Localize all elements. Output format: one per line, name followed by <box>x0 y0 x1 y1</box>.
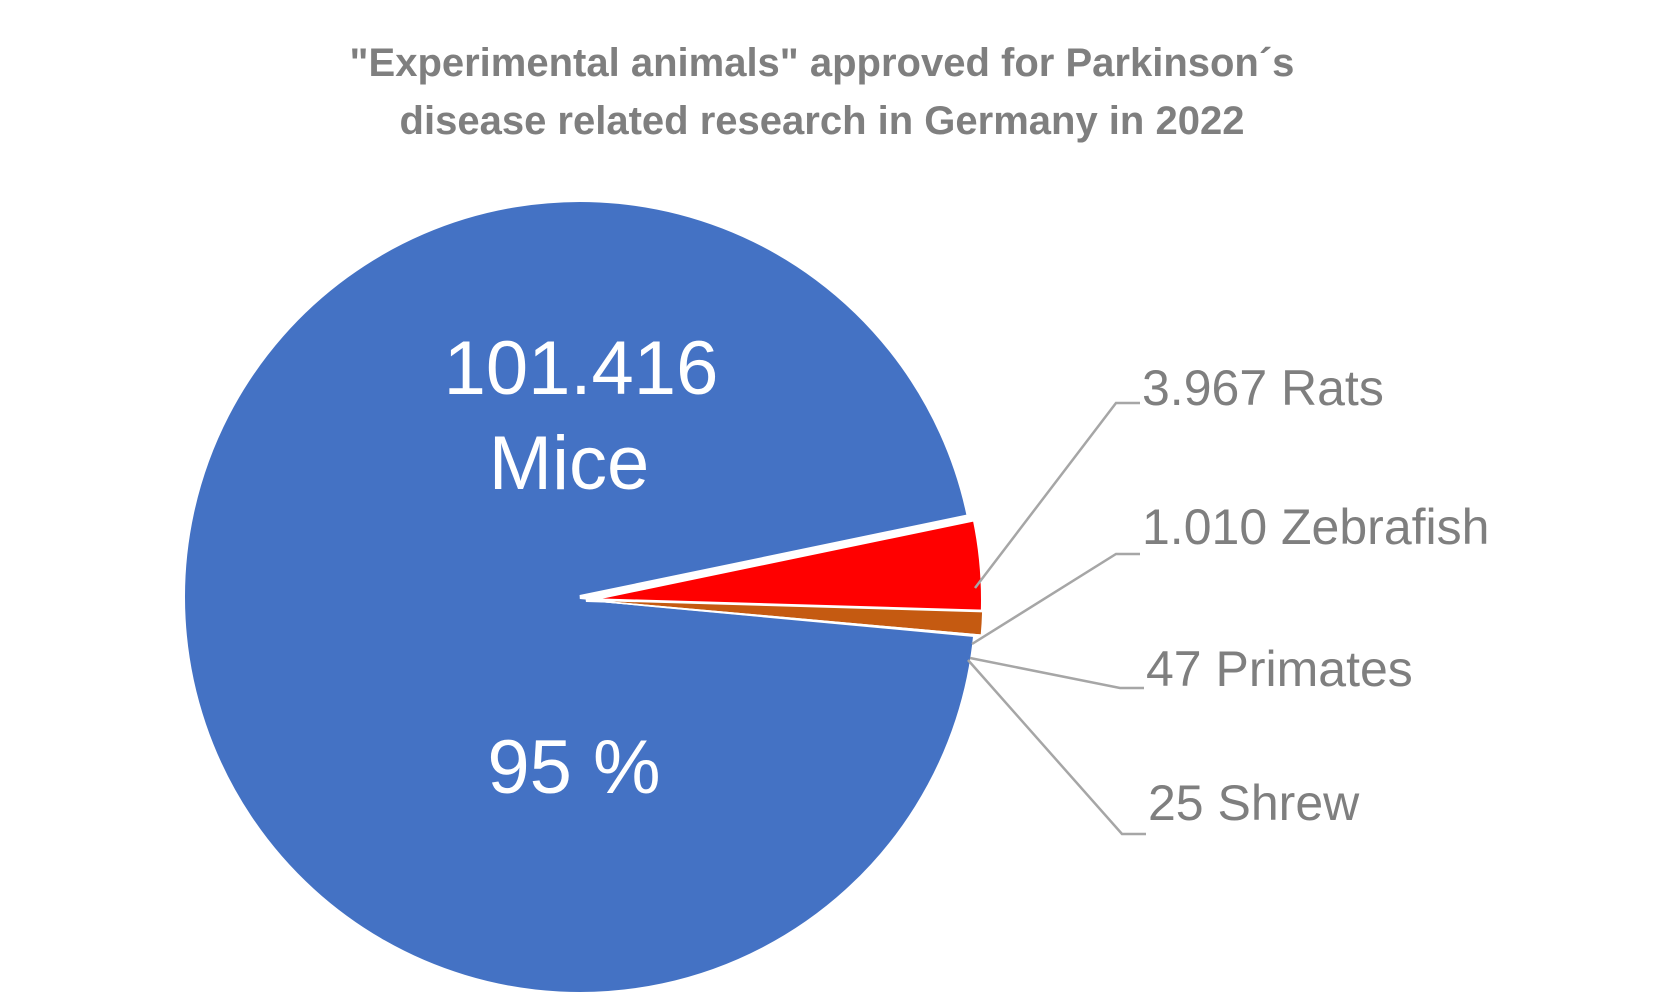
primates-label: 47 Primates <box>1146 641 1413 697</box>
rats-label: 3.967 Rats <box>1142 360 1384 416</box>
mice-percent-label: 95 % <box>487 725 660 810</box>
chart-title: "Experimental animals" approved for Park… <box>350 41 1295 143</box>
chart-title-line-1: "Experimental animals" approved for Park… <box>350 41 1295 85</box>
leader-line-shrew <box>967 659 1146 836</box>
leader-line-rats <box>974 401 1140 589</box>
mice-value-label: 101.416 <box>444 326 719 411</box>
leader-lines <box>967 401 1146 836</box>
mice-category-label: Mice <box>489 421 649 506</box>
shrew-label: 25 Shrew <box>1148 775 1360 831</box>
leader-line-primates <box>969 656 1144 690</box>
small-slice-labels: 3.967 Rats 1.010 Zebrafish 47 Primates 2… <box>1142 360 1489 831</box>
leader-line-zebrafish <box>971 552 1140 646</box>
chart-title-line-2: disease related research in Germany in 2… <box>400 99 1245 143</box>
pie-slices <box>181 198 985 996</box>
mice-labels: 101.416 Mice 95 % <box>444 326 719 810</box>
pie-slice-mice <box>181 198 978 996</box>
zebrafish-label: 1.010 Zebrafish <box>1142 499 1489 555</box>
